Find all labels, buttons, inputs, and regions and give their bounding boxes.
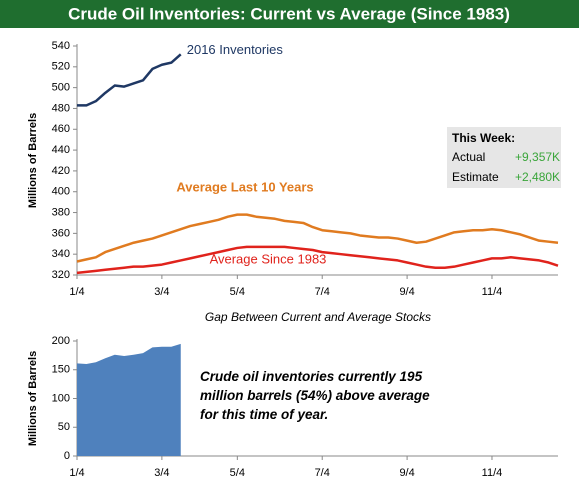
y-tick-label: 200 [52, 335, 70, 347]
area [77, 343, 181, 456]
y-tick-label: 360 [52, 227, 70, 239]
x-tick-label: 9/4 [399, 286, 414, 298]
y-tick-label: 420 [52, 165, 70, 177]
y-tick-label: 150 [52, 364, 70, 376]
series-label: Average Since 1983 [210, 251, 327, 266]
info-box [447, 127, 561, 188]
line [76, 213, 559, 263]
y-tick-label: 320 [52, 269, 70, 281]
annotation: Crude oil inventories currently 195 mill… [200, 369, 430, 422]
y-tick-label: 340 [52, 248, 70, 260]
info-box-heading: This Week: [452, 131, 515, 145]
y-axis-label: Millions of Barrels [27, 113, 39, 208]
y-tick-label: 520 [52, 61, 70, 73]
line [77, 53, 182, 107]
y-tick-label: 100 [52, 392, 70, 404]
info-box-label: Actual [452, 150, 485, 164]
y-tick-label: 400 [52, 186, 70, 198]
x-tick-label: 3/4 [154, 467, 169, 479]
y-tick-label: 50 [58, 421, 70, 433]
y-tick-label: 0 [64, 450, 70, 462]
x-tick-label: 7/4 [315, 286, 330, 298]
info-box-value: +2,480K [515, 170, 560, 184]
y-tick-label: 460 [52, 123, 70, 135]
series-label: Average Last 10 Years [176, 179, 313, 194]
series-label: 2016 Inventories [187, 42, 284, 57]
y-axis-label: Millions of Barrels [27, 351, 39, 446]
y-tick-label: 440 [52, 144, 70, 156]
x-tick-label: 11/4 [482, 467, 503, 479]
x-tick-label: 5/4 [230, 467, 245, 479]
line [76, 245, 559, 275]
annotation-box: Crude oil inventories currently 195 mill… [200, 369, 430, 422]
chart-title: Crude Oil Inventories: Current vs Averag… [68, 4, 510, 23]
y-tick-label: 480 [52, 102, 70, 114]
info-box-label: Estimate [452, 170, 499, 184]
title-banner [0, 0, 579, 28]
x-tick-label: 1/4 [69, 286, 84, 298]
panel-title: Gap Between Current and Average Stocks [205, 310, 431, 324]
x-tick-label: 1/4 [69, 467, 84, 479]
y-tick-label: 380 [52, 206, 70, 218]
y-tick-label: 540 [52, 40, 70, 52]
y-tick-label: 500 [52, 82, 70, 94]
x-tick-label: 3/4 [154, 286, 169, 298]
x-tick-label: 9/4 [399, 467, 414, 479]
x-tick-label: 5/4 [230, 286, 245, 298]
info-box-value: +9,357K [515, 150, 560, 164]
x-tick-label: 7/4 [315, 467, 330, 479]
x-tick-label: 11/4 [482, 286, 503, 298]
